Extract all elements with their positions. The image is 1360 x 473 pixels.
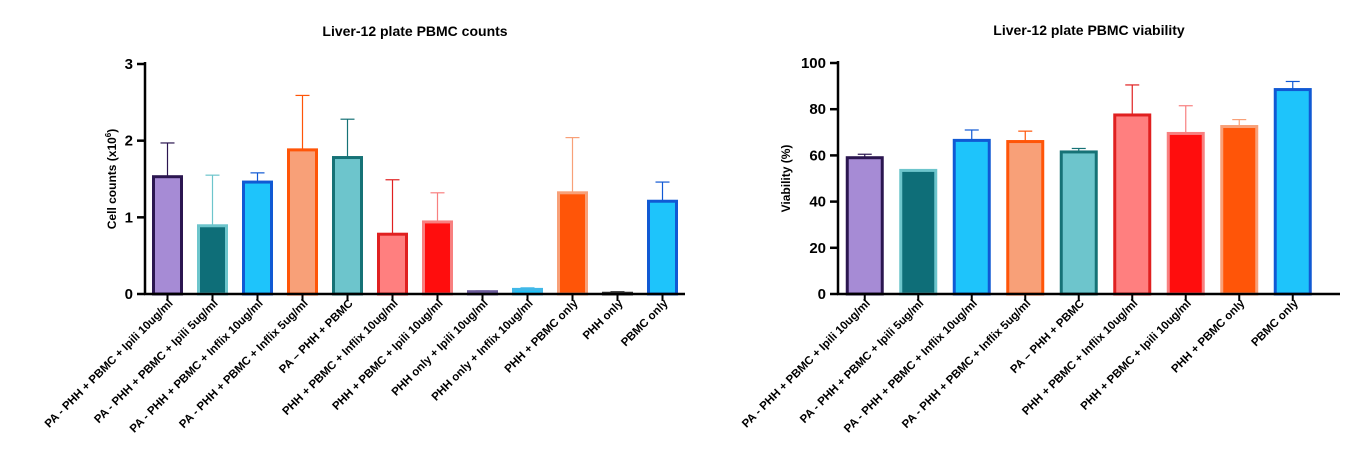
y-tick-label: 1 [125,209,133,226]
chart-title: Liver-12 plate PBMC viability [993,22,1185,38]
x-tick-label: PBMC only [619,297,671,349]
chart-title: Liver-12 plate PBMC counts [322,23,507,39]
y-tick-label: 0 [818,286,826,303]
bar [332,156,363,296]
bar [647,199,678,296]
bar [242,180,273,296]
y-tick-label: 2 [125,133,133,150]
y-axis-label: Cell counts (x106) [104,129,119,229]
x-tick-label: PBMC only [1249,297,1301,349]
y-tick-label: 60 [809,147,826,164]
x-tick-label: PHH only [581,297,626,342]
y-tick-label: 100 [801,55,826,72]
x-tick-label: PHH + PBMC + Ipili 10ug/ml [1079,298,1194,413]
counts-chart: Liver-12 plate PBMC counts Cell counts (x… [43,23,685,435]
bar [845,156,884,296]
bar [557,191,588,296]
bar [422,220,453,296]
bar [1273,88,1312,296]
bar [1220,125,1259,296]
y-tick-label: 40 [809,194,826,211]
bar [287,148,318,296]
bar [152,175,183,296]
bar [1166,131,1205,296]
bar [1006,140,1045,296]
y-tick-label: 20 [809,240,826,257]
x-tick-label: PHH + PBMC + Inflix 10ug/ml [1020,298,1140,418]
bar [377,232,408,296]
y-axis-label: Viability (%) [779,145,793,213]
bar [1059,150,1098,296]
y-tick-label: 0 [125,286,133,303]
viability-chart: Liver-12 plate PBMC viability Viability (… [740,22,1340,435]
bar [1113,113,1152,296]
bar [197,224,228,296]
y-tick-label: 3 [125,56,133,73]
y-tick-label: 80 [809,101,826,118]
bar [952,138,991,296]
bar [899,168,938,296]
